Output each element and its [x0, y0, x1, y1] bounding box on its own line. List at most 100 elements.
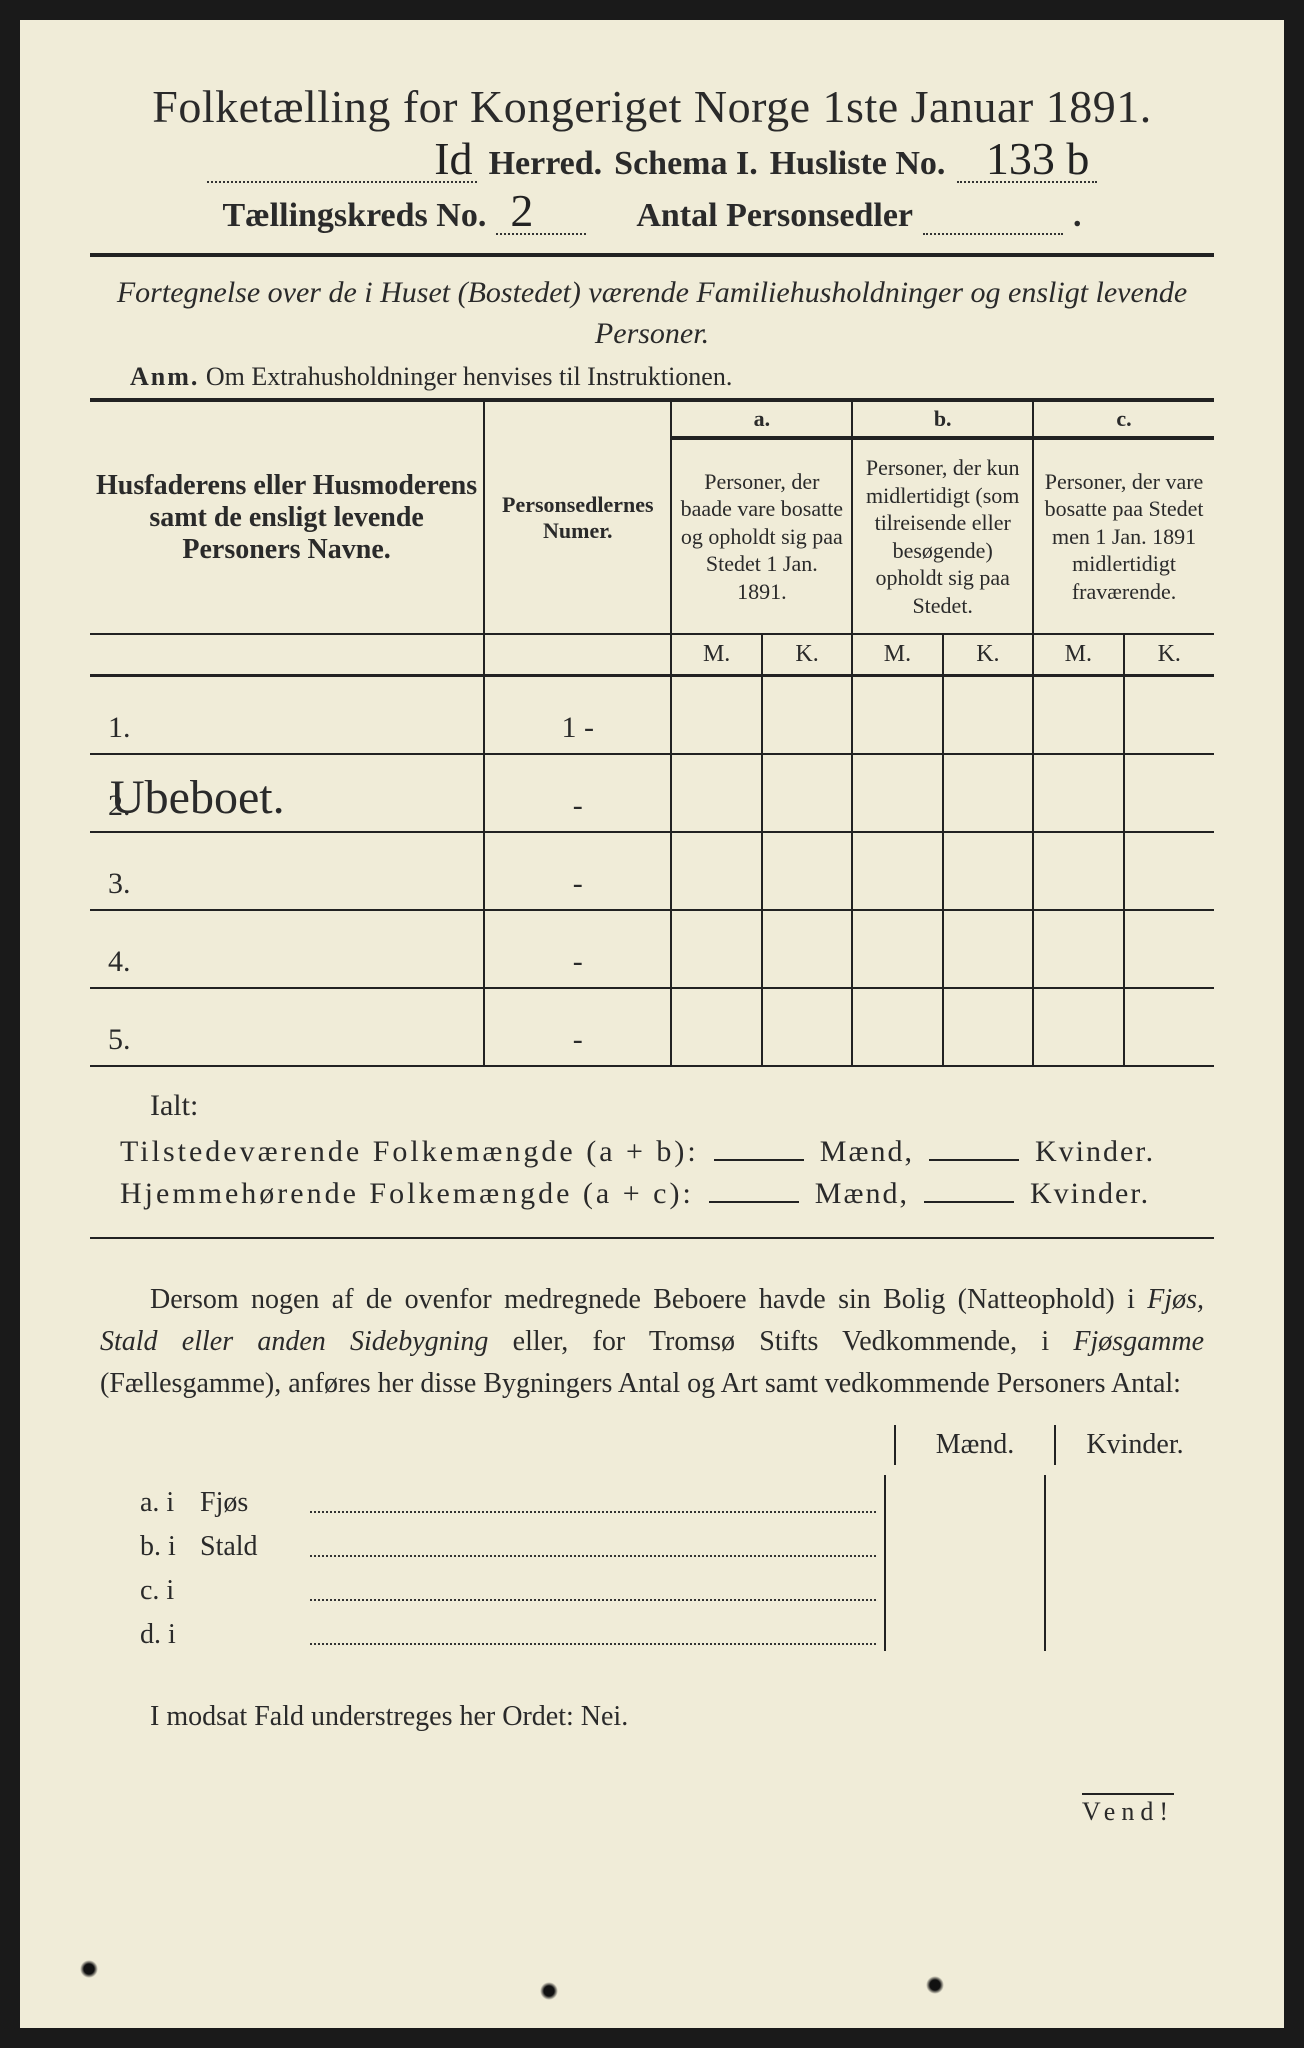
personsedler-num[interactable]: - [484, 988, 671, 1066]
building-lead: b. i [140, 1531, 200, 1563]
row-number: 5. [98, 1023, 131, 1056]
final-line: I modsat Fald understreges her Ordet: Ne… [150, 1701, 1214, 1733]
building-maend-cell[interactable] [884, 1519, 1044, 1563]
cell-c-k[interactable] [1124, 832, 1214, 910]
building-mk-headers: Mænd. Kvinder. [140, 1425, 1214, 1465]
building-maend-cell[interactable] [884, 1607, 1044, 1651]
sum2-maend-field[interactable] [709, 1201, 799, 1203]
building-dots[interactable] [310, 1511, 876, 1513]
cell-a-m[interactable] [671, 988, 761, 1066]
antal-label: Antal Personsedler [636, 197, 913, 235]
row-number: 3. [98, 867, 131, 900]
maend-label: Mænd, [820, 1135, 914, 1168]
cell-b-m[interactable] [852, 676, 942, 754]
header-line-2: Id Herred. Schema I. Husliste No. 133 b [90, 143, 1214, 183]
ialt-label: Ialt: [150, 1089, 1214, 1123]
building-row: a. iFjøs [140, 1475, 1204, 1519]
building-row: d. i [140, 1607, 1204, 1651]
header-line-3: Tællingskreds No. 2 Antal Personsedler . [90, 197, 1214, 235]
name-cell[interactable]: 5. [90, 988, 484, 1066]
personsedler-num[interactable]: 1 - [484, 676, 671, 754]
cell-c-m[interactable] [1033, 910, 1123, 988]
sum1-kvinder-field[interactable] [929, 1159, 1019, 1161]
herred-value: Id [434, 132, 472, 185]
kvinder-label: Kvinder. [1035, 1135, 1155, 1168]
table-row: 3. - [90, 832, 1214, 910]
col-b-key: b. [852, 400, 1033, 438]
col-b-header: Personer, der kun midlertidigt (som tilr… [852, 438, 1033, 634]
anm-text: Om Extrahusholdninger henvises til Instr… [206, 362, 732, 391]
mk-k: K. [943, 634, 1033, 676]
divider [90, 253, 1214, 257]
building-maend-cell[interactable] [884, 1563, 1044, 1607]
row-number: 4. [98, 945, 131, 978]
cell-c-m[interactable] [1033, 676, 1123, 754]
cell-c-m[interactable] [1033, 754, 1123, 832]
cell-b-k[interactable] [943, 832, 1033, 910]
building-label: Stald [200, 1531, 310, 1563]
kreds-label: Tællingskreds No. [222, 197, 486, 235]
cell-c-m[interactable] [1033, 832, 1123, 910]
sum2-kvinder-field[interactable] [924, 1201, 1014, 1203]
cell-c-k[interactable] [1124, 676, 1214, 754]
cell-c-k[interactable] [1124, 988, 1214, 1066]
cell-b-m[interactable] [852, 754, 942, 832]
cell-b-m[interactable] [852, 832, 942, 910]
cell-c-m[interactable] [1033, 988, 1123, 1066]
cell-a-k[interactable] [762, 754, 852, 832]
cell-b-m[interactable] [852, 910, 942, 988]
name-cell[interactable]: 2.Ubeboet. [90, 754, 484, 832]
cell-a-k[interactable] [762, 676, 852, 754]
cell-b-k[interactable] [943, 988, 1033, 1066]
name-cell[interactable]: 4. [90, 910, 484, 988]
herred-field[interactable]: Id [207, 143, 477, 183]
table-row: 5. - [90, 988, 1214, 1066]
cell-a-m[interactable] [671, 676, 761, 754]
paper-defect [540, 1982, 558, 2000]
page-title: Folketælling for Kongeriget Norge 1ste J… [90, 80, 1214, 133]
personsedler-num[interactable]: - [484, 910, 671, 988]
building-dots[interactable] [310, 1599, 876, 1601]
kvinder-label: Kvinder. [1030, 1177, 1150, 1210]
building-maend-cell[interactable] [884, 1475, 1044, 1519]
cell-c-k[interactable] [1124, 910, 1214, 988]
name-cell[interactable]: 1. [90, 676, 484, 754]
building-kvinder-cell[interactable] [1044, 1519, 1204, 1563]
building-kvinder-cell[interactable] [1044, 1475, 1204, 1519]
sum1-maend-field[interactable] [714, 1159, 804, 1161]
cell-b-k[interactable] [943, 910, 1033, 988]
kreds-field[interactable]: 2 [496, 199, 586, 235]
vend-label: Vend! [1082, 1793, 1174, 1827]
kreds-value: 2 [510, 184, 533, 237]
cell-a-m[interactable] [671, 832, 761, 910]
col-c-header: Personer, der vare bosatte paa Stedet me… [1033, 438, 1214, 634]
cell-a-k[interactable] [762, 910, 852, 988]
antal-field[interactable] [923, 199, 1063, 235]
building-kvinder-cell[interactable] [1044, 1563, 1204, 1607]
census-form-page: Folketælling for Kongeriget Norge 1ste J… [20, 20, 1284, 2028]
herred-label: Herred. [489, 145, 603, 183]
row-number: 1. [98, 711, 131, 744]
personsedler-num[interactable]: - [484, 832, 671, 910]
building-rows: a. iFjøs b. iStaldc. id. i [140, 1475, 1204, 1651]
cell-c-k[interactable] [1124, 754, 1214, 832]
cell-b-k[interactable] [943, 754, 1033, 832]
building-row: c. i [140, 1563, 1204, 1607]
household-table: Husfaderens eller Husmoderens samt de en… [90, 398, 1214, 1067]
building-kvinder-cell[interactable] [1044, 1607, 1204, 1651]
cell-a-k[interactable] [762, 832, 852, 910]
husliste-field[interactable]: 133 b [957, 147, 1097, 183]
mk-m: M. [671, 634, 761, 676]
cell-a-k[interactable] [762, 988, 852, 1066]
name-cell[interactable]: 3. [90, 832, 484, 910]
cell-b-k[interactable] [943, 676, 1033, 754]
cell-b-m[interactable] [852, 988, 942, 1066]
cell-a-m[interactable] [671, 910, 761, 988]
building-dots[interactable] [310, 1643, 876, 1645]
personsedler-num[interactable]: - [484, 754, 671, 832]
annotation-line: Anm. Om Extrahusholdninger henvises til … [130, 362, 1214, 392]
building-dots[interactable] [310, 1555, 876, 1557]
sum1-label: Tilstedeværende Folkemængde (a + b): [120, 1135, 699, 1168]
cell-a-m[interactable] [671, 754, 761, 832]
table-row: 2.Ubeboet.- [90, 754, 1214, 832]
